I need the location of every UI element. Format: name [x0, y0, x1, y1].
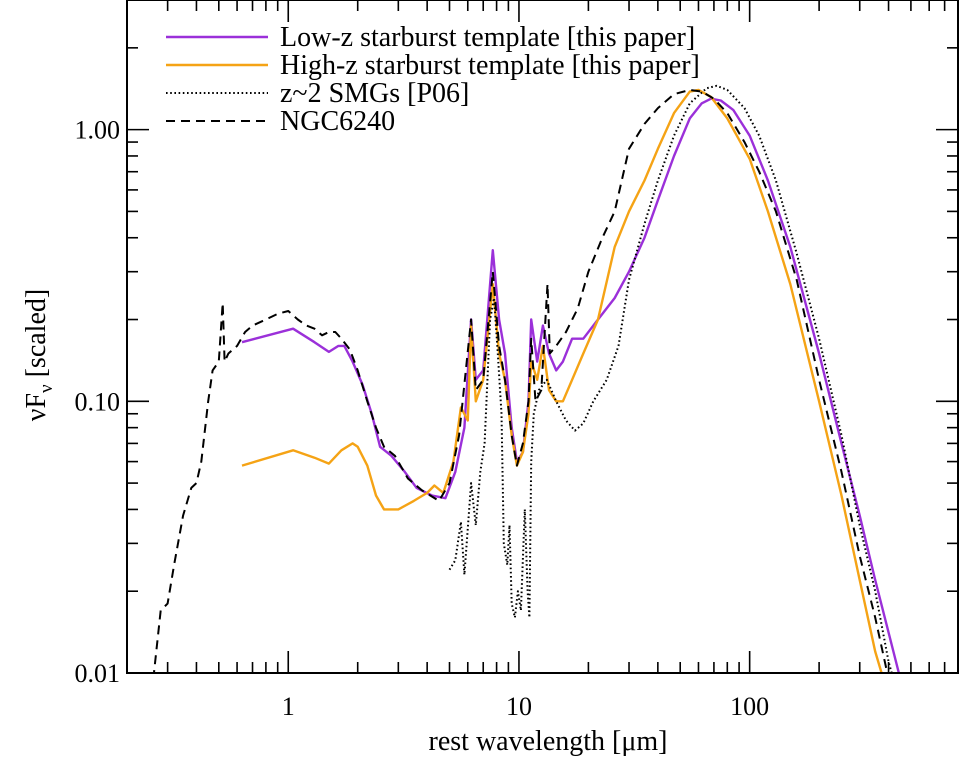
- y-axis-title-sub: ν: [36, 384, 57, 393]
- y-tick-label: 1.00: [75, 116, 121, 145]
- x-axis-title: rest wavelength [μm]: [429, 726, 668, 757]
- legend-label-1: Low-z starburst template [this paper]: [280, 22, 695, 53]
- series-layer: [152, 84, 901, 673]
- series-line-3: [448, 84, 893, 673]
- tick-labels-layer: 1 10 100 0.01 0.10 1.00: [75, 116, 770, 721]
- y-axis-title: νFν [scaled]: [21, 289, 57, 421]
- legend-label-2: High-z starburst template [this paper]: [280, 50, 700, 81]
- legend: Low-z starburst template [this paper]Hig…: [166, 22, 700, 137]
- series-line-2: [241, 88, 883, 673]
- y-axis-title-main: νF: [21, 393, 52, 421]
- x-tick-label: 10: [506, 692, 532, 721]
- y-tick-label: 0.10: [75, 387, 121, 416]
- y-axis-title-rest: [scaled]: [21, 289, 52, 385]
- plot-frame: [126, 0, 959, 674]
- legend-label-3: z~2 SMGs [P06]: [280, 78, 469, 109]
- y-tick-label: 0.01: [75, 659, 121, 688]
- ticks-layer: [126, 0, 959, 674]
- series-line-1: [241, 97, 901, 673]
- x-tick-label: 1: [282, 692, 295, 721]
- legend-label-4: NGC6240: [280, 106, 395, 137]
- series-line-4: [152, 88, 889, 673]
- x-tick-label: 100: [730, 692, 769, 721]
